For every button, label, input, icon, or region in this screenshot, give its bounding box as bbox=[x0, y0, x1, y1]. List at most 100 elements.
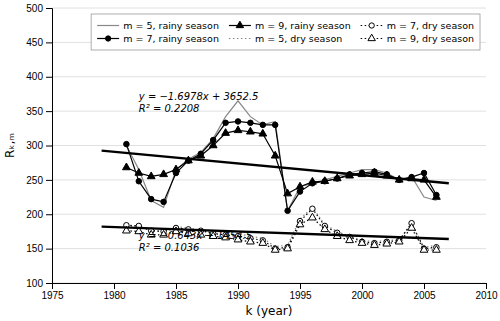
x-tick: 1975 bbox=[41, 283, 64, 301]
marker bbox=[371, 241, 379, 248]
annotations: y = −1.6978x + 3652.5R² = 0.2208y = −0.6… bbox=[138, 91, 259, 254]
marker bbox=[235, 119, 241, 125]
x-tick-mark bbox=[486, 283, 487, 289]
marker bbox=[309, 177, 317, 184]
marker bbox=[297, 189, 303, 195]
x-tick: 1980 bbox=[103, 283, 126, 301]
annotation: R² = 0.2208 bbox=[139, 103, 200, 114]
marker bbox=[172, 165, 180, 172]
marker bbox=[309, 213, 317, 220]
marker bbox=[358, 239, 366, 246]
x-tick-label: 2005 bbox=[413, 290, 436, 301]
y-tick: 100 bbox=[26, 278, 52, 289]
marker bbox=[285, 208, 291, 214]
trend-series bbox=[102, 151, 449, 184]
y-tick-mark bbox=[46, 42, 52, 43]
marker bbox=[321, 225, 329, 232]
plot: 1975 1980 1985 1990 1995 2000 2005 2010 100 150 20… bbox=[26, 3, 498, 301]
y-tick-mark bbox=[46, 146, 52, 147]
x-tick-label: 1975 bbox=[41, 290, 64, 301]
marker bbox=[234, 126, 242, 133]
x-axis: 1975 1980 1985 1990 1995 2000 2005 2010 bbox=[41, 283, 498, 301]
marker bbox=[136, 178, 142, 184]
trend-line bbox=[102, 151, 449, 184]
y-tick: 250 bbox=[26, 175, 52, 186]
x-tick-mark bbox=[300, 283, 301, 289]
legend-marker bbox=[369, 23, 374, 28]
legend-label: m = 9, rainy season bbox=[255, 20, 351, 31]
series bbox=[126, 207, 436, 247]
marker bbox=[433, 246, 441, 253]
marker bbox=[271, 151, 279, 158]
y-tick-label: 100 bbox=[26, 278, 43, 289]
x-tick: 1990 bbox=[227, 283, 250, 301]
marker bbox=[272, 122, 278, 128]
y-tick: 150 bbox=[26, 243, 52, 254]
x-tick-label: 1985 bbox=[165, 290, 188, 301]
legend: m = 5, rainy season m = 7, rainy season m … bbox=[91, 14, 480, 50]
marker bbox=[123, 163, 131, 170]
marker bbox=[222, 129, 230, 136]
legend-marker bbox=[368, 34, 375, 40]
y-tick-mark bbox=[46, 77, 52, 78]
y-tick-mark bbox=[46, 111, 52, 112]
series bbox=[124, 119, 440, 214]
y-tick: 300 bbox=[26, 140, 52, 151]
legend-swatch bbox=[229, 38, 251, 39]
x-tick-mark bbox=[114, 283, 115, 289]
y-tick-label: 150 bbox=[26, 243, 43, 254]
legend-marker bbox=[236, 21, 243, 27]
legend-item: m = 5, rainy season bbox=[97, 20, 219, 31]
y-tick-label: 200 bbox=[26, 209, 43, 220]
marker bbox=[296, 182, 304, 189]
legend-item: m = 9, rainy season bbox=[229, 20, 351, 31]
marker bbox=[271, 246, 279, 253]
x-tick-label: 1995 bbox=[289, 290, 312, 301]
y-tick-mark bbox=[46, 283, 52, 284]
annotation: y = −1.6978x + 3652.5 bbox=[138, 91, 259, 102]
marker bbox=[209, 141, 217, 148]
y-tick-mark bbox=[46, 8, 52, 9]
y-tick-label: 300 bbox=[26, 140, 43, 151]
legend-swatch bbox=[97, 25, 119, 26]
marker bbox=[135, 169, 143, 176]
marker bbox=[259, 129, 267, 136]
x-tick: 1985 bbox=[165, 283, 188, 301]
marker bbox=[408, 224, 416, 231]
x-tick-mark bbox=[362, 283, 363, 289]
grid-line bbox=[52, 8, 486, 9]
annotation: R² = 0.1036 bbox=[139, 242, 200, 253]
y-tick-mark bbox=[46, 249, 52, 250]
legend-label: m = 7, dry season bbox=[387, 20, 474, 31]
y-tick-label: 450 bbox=[26, 37, 43, 48]
legend-box bbox=[91, 14, 480, 50]
legend-item: m = 7, rainy season bbox=[97, 33, 219, 44]
y-tick-mark bbox=[46, 214, 52, 215]
marker bbox=[333, 174, 341, 181]
y-axis-line bbox=[46, 9, 53, 284]
grid-line bbox=[52, 214, 486, 215]
series bbox=[123, 126, 441, 199]
x-tick-label: 1990 bbox=[227, 290, 250, 301]
legend-item: m = 5, dry season bbox=[229, 33, 342, 44]
x-tick-mark bbox=[424, 283, 425, 289]
marker bbox=[433, 193, 441, 200]
marker bbox=[160, 170, 168, 177]
line bbox=[126, 101, 436, 211]
marker bbox=[248, 120, 254, 126]
chart: 1975 1980 1985 1990 1995 2000 2005 2010 100 150 20… bbox=[0, 0, 500, 321]
y-tick: 350 bbox=[26, 106, 52, 117]
grid-line bbox=[52, 76, 486, 77]
marker bbox=[124, 141, 130, 147]
x-tick: 2010 bbox=[475, 283, 498, 301]
marker bbox=[247, 127, 255, 134]
data-marks bbox=[102, 101, 449, 252]
grid bbox=[52, 8, 486, 283]
marker bbox=[223, 120, 229, 126]
marker bbox=[161, 199, 167, 205]
marker bbox=[420, 246, 428, 253]
y-tick-label: 350 bbox=[26, 106, 43, 117]
grid-line bbox=[52, 111, 486, 112]
chart-container: 1975 1980 1985 1990 1995 2000 2005 2010 100 150 20… bbox=[0, 0, 500, 321]
x-tick-label: 2000 bbox=[351, 290, 374, 301]
